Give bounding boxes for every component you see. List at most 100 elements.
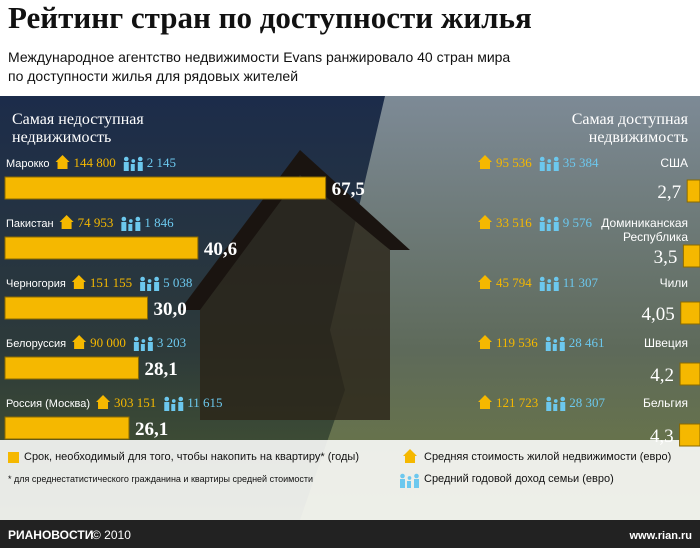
- people-icon: [135, 216, 141, 222]
- legend-label: Срок, необходимый для того, чтобы накопи…: [24, 451, 359, 463]
- panel-title: Самая недоступная недвижимость: [12, 111, 144, 146]
- legend-label: Средний годовой доход семьи (евро): [424, 473, 614, 485]
- income-label: 11 615: [187, 395, 222, 410]
- bar: [4, 356, 139, 380]
- house: [200, 170, 390, 420]
- people-icon: [123, 162, 129, 171]
- income-label: 11 307: [563, 275, 599, 290]
- subtitle: Международное агентство недвижимости Eva…: [8, 49, 510, 65]
- bar: [4, 236, 199, 260]
- price-label: 90 000: [90, 335, 126, 350]
- bar: [680, 301, 700, 325]
- people-icon: [553, 404, 558, 411]
- people-icon: [559, 342, 565, 351]
- people-icon: [130, 164, 135, 171]
- value-label: 40,6: [204, 239, 237, 260]
- people-icon: [547, 219, 552, 223]
- panel-title: Самая доступная недвижимость: [572, 111, 689, 146]
- people-icon: [154, 282, 160, 291]
- people-icon: [147, 342, 153, 351]
- value-label: 28,1: [144, 359, 177, 380]
- people-icon: [553, 216, 559, 222]
- bar: [4, 296, 148, 320]
- people-icon: [148, 336, 153, 342]
- copyright: © 2010: [92, 528, 131, 542]
- people-icon: [407, 481, 411, 488]
- category-label: Пакистан: [6, 218, 54, 230]
- footer: [0, 520, 700, 548]
- people-icon: [539, 156, 545, 162]
- income-label: 35 384: [563, 155, 599, 170]
- bar: [679, 423, 700, 447]
- people-icon: [545, 336, 551, 342]
- people-icon: [553, 399, 558, 403]
- people-icon: [147, 284, 152, 291]
- people-icon: [128, 224, 133, 231]
- people-icon: [547, 279, 552, 283]
- people-icon: [131, 159, 136, 163]
- house-icon: [59, 215, 74, 229]
- people-icon: [553, 339, 558, 343]
- price-label: 45 794: [496, 275, 532, 290]
- value-label: 67,5: [332, 179, 365, 200]
- price-label: 95 536: [496, 155, 532, 170]
- people-icon: [559, 336, 565, 342]
- house-icon: [71, 275, 86, 289]
- people-icon: [553, 282, 559, 291]
- price-label: 151 155: [90, 275, 132, 290]
- price-label: 74 953: [78, 215, 114, 230]
- people-icon: [134, 336, 139, 342]
- value-label: 30,0: [154, 299, 187, 320]
- people-icon: [539, 162, 545, 171]
- people-icon: [545, 342, 551, 351]
- people-icon: [552, 344, 557, 351]
- income-label: 28 307: [569, 395, 605, 410]
- people-icon: [414, 479, 419, 488]
- house-icon: [55, 155, 70, 169]
- legend-box: [0, 440, 700, 520]
- category-label: Марокко: [6, 158, 50, 170]
- house-icon: [478, 215, 492, 229]
- people-icon: [164, 396, 170, 402]
- bar: [4, 416, 130, 440]
- people-icon: [140, 282, 146, 291]
- bar: [679, 362, 700, 386]
- category-label: США: [660, 156, 688, 170]
- background-right: [300, 96, 700, 520]
- category-label: Бельгия: [643, 396, 688, 410]
- value-label: 4,3: [650, 426, 674, 447]
- url: www.rian.ru: [628, 530, 692, 542]
- people-icon: [539, 216, 545, 222]
- people-icon: [147, 279, 152, 283]
- people-icon: [560, 402, 566, 411]
- house-icon: [478, 395, 492, 409]
- category-label: Белоруссия: [6, 338, 66, 350]
- people-icon: [121, 222, 127, 231]
- value-label: 4,2: [650, 365, 674, 386]
- brand: РИАНОВОСТИ: [8, 528, 93, 542]
- house-icon: [478, 275, 492, 289]
- category-label: Швеция: [644, 336, 688, 350]
- income-label: 2 145: [147, 155, 176, 170]
- income-label: 3 203: [157, 335, 186, 350]
- bar: [4, 176, 327, 200]
- people-icon: [546, 164, 551, 171]
- people-icon: [164, 402, 170, 411]
- income-label: 5 038: [163, 275, 192, 290]
- bar: [682, 244, 700, 268]
- value-label: 3,5: [654, 247, 678, 268]
- people-icon: [407, 476, 412, 480]
- people-icon: [547, 159, 552, 163]
- roof: [180, 150, 410, 310]
- people-icon: [121, 216, 127, 222]
- people-icon: [171, 399, 176, 403]
- people-icon: [154, 276, 159, 282]
- price-label: 33 516: [496, 215, 532, 230]
- people-icon: [546, 402, 552, 411]
- price-label: 303 151: [114, 395, 156, 410]
- people-icon: [141, 339, 146, 343]
- people-icon: [546, 396, 552, 402]
- price-label: 121 723: [496, 395, 538, 410]
